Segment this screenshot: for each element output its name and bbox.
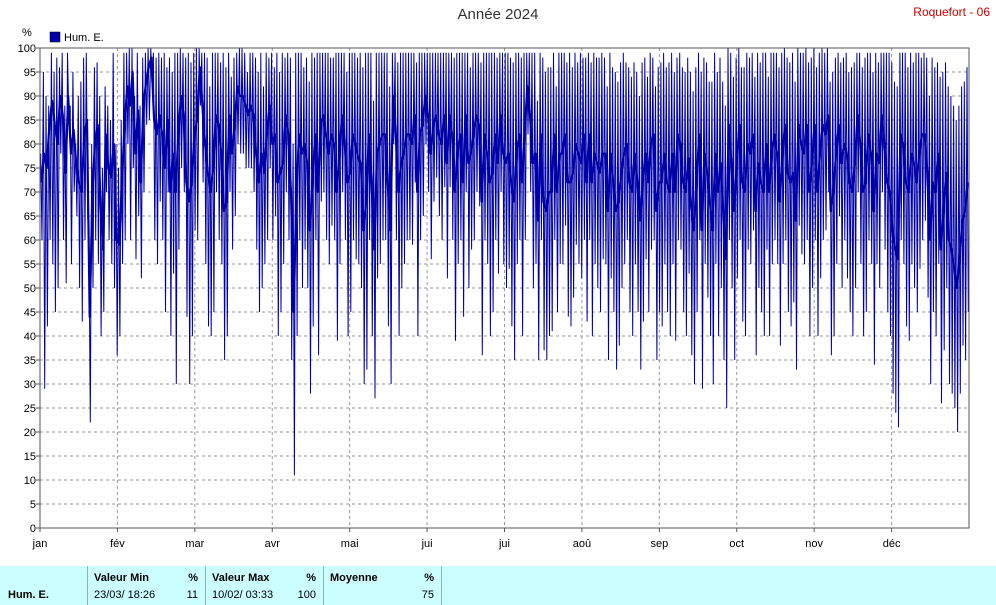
min-unit: % bbox=[188, 572, 198, 584]
x-tick-label: mai bbox=[341, 538, 359, 550]
x-tick-label: oct bbox=[729, 538, 744, 550]
max-value: 100 bbox=[297, 589, 316, 601]
y-tick-label: 25 bbox=[24, 403, 36, 415]
x-tick-label: mar bbox=[185, 538, 204, 550]
y-axis: 0 5 10 15 20 25 30 35 40 45 50 55 60 65 70 75 80 85 90 95 10… bbox=[18, 43, 40, 535]
y-tick-label: 90 bbox=[24, 91, 36, 103]
plot-frame bbox=[39, 47, 970, 529]
y-axis-unit: % bbox=[22, 27, 32, 39]
max-unit: % bbox=[306, 572, 316, 584]
x-tick-label: déc bbox=[883, 538, 901, 550]
x-axis: jan fév mar avr mai jui jui aoû sep oct nov déc bbox=[32, 528, 901, 550]
stats-footer: Hum. E. Valeur Min % 23/03/ 18:26 11 Val… bbox=[0, 566, 996, 605]
y-tick-label: 35 bbox=[24, 355, 36, 367]
series-hum-e bbox=[40, 47, 969, 476]
legend-label: Hum. E. bbox=[64, 32, 104, 44]
y-tick-label: 50 bbox=[24, 283, 36, 295]
y-tick-label: 55 bbox=[24, 259, 36, 271]
y-tick-label: 5 bbox=[30, 499, 36, 511]
y-tick-label: 30 bbox=[24, 379, 36, 391]
max-datetime: 10/02/ 03:33 bbox=[212, 589, 274, 601]
y-tick-label: 40 bbox=[24, 331, 36, 343]
max-header: Valeur Max bbox=[212, 572, 270, 584]
x-tick-label: jui bbox=[421, 538, 433, 550]
chart: 0 5 10 15 20 25 30 35 40 45 50 55 60 65 70 75 80 85 90 95 10… bbox=[18, 27, 970, 550]
stats-series-label: Hum. E. bbox=[8, 589, 49, 601]
x-tick-label: aoû bbox=[573, 538, 591, 550]
x-tick-label: avr bbox=[265, 538, 281, 550]
min-header: Valeur Min bbox=[94, 572, 150, 584]
y-tick-label: 15 bbox=[24, 451, 36, 463]
min-datetime: 23/03/ 18:26 bbox=[94, 589, 156, 601]
legend: Hum. E. bbox=[49, 31, 104, 44]
y-tick-label: 65 bbox=[24, 211, 36, 223]
y-tick-label: 80 bbox=[24, 139, 36, 151]
x-tick-label: sep bbox=[650, 538, 668, 550]
series-mean-line bbox=[40, 56, 969, 318]
y-tick-label: 95 bbox=[24, 67, 36, 79]
y-tick-label: 100 bbox=[18, 43, 36, 55]
y-tick-label: 20 bbox=[24, 427, 36, 439]
x-tick-label: fév bbox=[110, 538, 125, 550]
y-tick-label: 0 bbox=[30, 523, 36, 535]
y-tick-label: 85 bbox=[24, 115, 36, 127]
mean-header: Moyenne bbox=[330, 572, 378, 584]
mean-unit: % bbox=[424, 572, 434, 584]
y-tick-label: 45 bbox=[24, 307, 36, 319]
legend-swatch bbox=[49, 31, 61, 43]
x-tick-label: jui bbox=[498, 538, 510, 550]
x-tick-label: nov bbox=[805, 538, 823, 550]
y-tick-label: 60 bbox=[24, 235, 36, 247]
mean-value: 75 bbox=[421, 589, 434, 601]
y-tick-label: 70 bbox=[24, 187, 36, 199]
chart-title: Année 2024 bbox=[457, 6, 539, 23]
y-tick-label: 75 bbox=[24, 163, 36, 175]
station-name: Roquefort - 06 bbox=[913, 5, 990, 19]
y-tick-label: 10 bbox=[24, 475, 36, 487]
min-value: 11 bbox=[186, 589, 198, 601]
x-tick-label: jan bbox=[32, 538, 48, 550]
